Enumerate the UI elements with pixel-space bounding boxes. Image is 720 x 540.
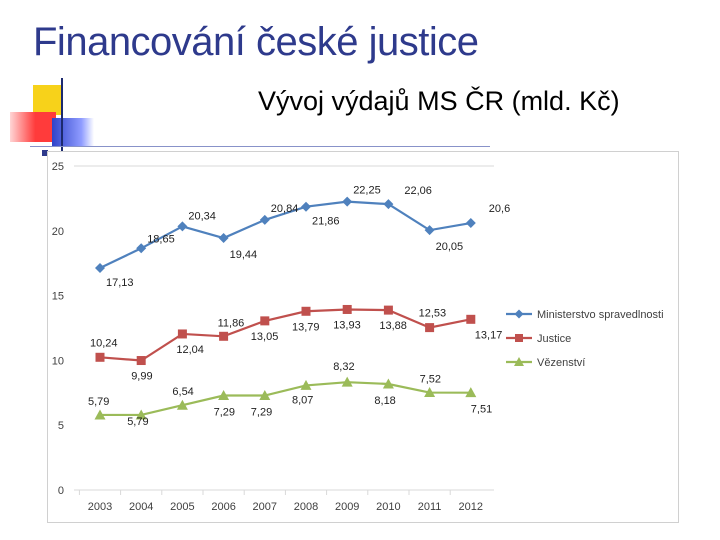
y-tick-label: 15 [52,291,64,303]
decor-horizontal-line [30,146,490,147]
decor-blue-bar [52,118,94,146]
data-point-marker [301,306,311,316]
data-label: 7,29 [214,407,235,419]
legend-label-1: Ministerstvo spravedlnosti [537,309,664,321]
y-tick-label: 20 [52,226,64,238]
data-label: 7,51 [471,404,492,416]
series-line-1 [99,200,471,269]
data-point-marker [94,409,106,420]
x-tick-label: 2008 [294,501,318,513]
x-tick-label: 2011 [418,501,442,513]
chart-area: 0 5 10 15 20 25 2003 2004 2005 2006 2007 2008 2009 20… [47,151,679,523]
data-label: 20,05 [436,241,464,253]
data-point-marker [135,409,147,420]
legend-label-3: Vězenství [537,357,585,369]
x-tick-label: 2007 [253,501,277,513]
data-label: 22,25 [353,185,381,197]
data-label: 7,29 [251,407,272,419]
data-label: 6,54 [172,386,193,398]
x-tick-label: 2003 [88,501,112,513]
data-label: 13,88 [379,320,407,332]
data-point-marker [259,390,271,401]
slide-title: Financování české justice [33,20,479,64]
data-point-marker [382,378,394,389]
data-point-marker [465,218,476,229]
data-label: 10,24 [90,337,118,349]
data-point-marker [177,221,188,232]
data-label: 11,86 [218,317,245,329]
x-tick-label: 2004 [129,501,153,513]
series-line-3 [100,381,471,417]
data-point-marker [424,387,436,398]
data-point-marker [466,314,476,324]
data-label: 8,18 [374,395,395,407]
data-label: 20,34 [188,210,216,222]
chart-title: Vývoj výdajů MS ČR (mld. Kč) [258,86,620,116]
decor-yellow-square [33,85,63,115]
data-label: 8,07 [292,394,313,406]
data-label: 12,04 [176,344,204,356]
x-tick-label: 2006 [211,501,235,513]
data-label: 8,32 [333,361,354,373]
data-label: 5,79 [88,396,109,408]
data-point-marker [136,356,146,366]
data-point-marker [465,387,477,398]
data-point-marker [425,323,435,333]
legend-marker-2 [515,334,523,342]
data-label: 5,79 [127,416,148,428]
y-tick-label: 5 [58,420,64,432]
legend-label-2: Justice [537,333,571,345]
x-tick-label: 2005 [170,501,194,513]
legend-marker-1 [514,309,524,319]
data-point-marker [95,262,105,273]
data-point-marker [300,379,312,390]
data-label: 13,79 [292,321,320,333]
y-tick-label: 10 [52,355,64,367]
x-tick-label: 2012 [459,501,483,513]
data-label: 22,06 [404,185,432,197]
data-label: 21,86 [312,216,340,228]
data-label: 20,6 [489,203,510,215]
data-point-marker [301,201,311,212]
decor-red-bar [10,112,56,142]
data-label: 13,05 [251,331,279,343]
data-label: 13,93 [333,319,361,331]
data-point-marker [383,305,393,315]
decor-bullet-square [42,150,48,156]
data-label: 20,84 [271,203,299,215]
data-point-marker [218,390,230,401]
data-point-marker [383,199,394,210]
data-point-marker [136,243,147,254]
data-point-marker [219,331,229,341]
data-point-marker [95,352,105,362]
data-point-marker [177,329,187,339]
y-tick-label: 25 [52,161,64,173]
data-point-marker [341,376,353,387]
data-label: 9,99 [131,371,152,383]
y-tick-label: 0 [58,485,64,497]
data-label: 12,53 [419,308,447,320]
x-tick-label: 2009 [335,501,359,513]
data-point-marker [342,196,353,207]
data-label: 17,13 [106,277,134,289]
line-chart: 0 5 10 15 20 25 2003 2004 2005 2006 2007 2008 2009 20… [52,161,664,513]
data-label: 13,17 [475,329,503,341]
x-tick-label: 2010 [376,501,400,513]
data-label: 18,65 [147,233,175,245]
data-label: 19,44 [230,249,258,261]
data-point-marker [218,233,229,244]
decor-vertical-line [61,78,63,160]
series-line-2 [99,308,472,362]
data-label: 7,52 [420,374,441,386]
data-point-marker [424,225,435,236]
data-point-marker [259,214,270,225]
legend-marker-3 [514,357,524,366]
data-point-marker [176,399,188,410]
data-point-marker [260,316,270,326]
data-point-marker [342,304,352,314]
